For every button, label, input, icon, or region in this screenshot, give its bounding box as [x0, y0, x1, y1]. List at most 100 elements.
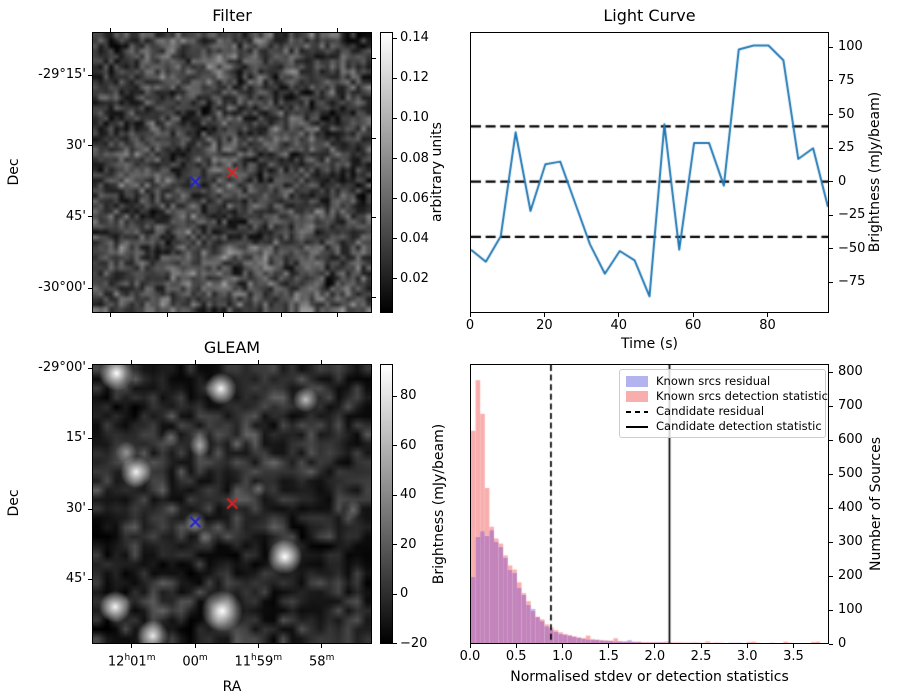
- pink-patch-icon: [626, 391, 648, 402]
- axis-tick: [829, 46, 833, 48]
- gleam-xlabel: RA: [222, 679, 242, 695]
- axis-tick: [654, 644, 656, 648]
- axis-tick: [829, 114, 833, 115]
- colorbar-tick-label: −20: [400, 635, 428, 651]
- colorbar-tick-label: 0: [400, 586, 409, 602]
- dec-tick-label: -29°15': [38, 67, 86, 82]
- ra-tick-label: 12h01m: [107, 653, 156, 670]
- colorbar-tick-label: 0.14: [400, 30, 429, 45]
- tick-label: 600: [838, 432, 863, 448]
- tick-label: −25: [838, 207, 866, 223]
- gleam-colorbar-label: Brightness (mJy/beam): [431, 423, 447, 585]
- legend-label: Known srcs residual: [656, 374, 771, 388]
- tick-label: 3.5: [783, 649, 804, 664]
- colorbar-tick-label: 40: [400, 487, 417, 503]
- axis-tick: [829, 80, 833, 82]
- axis-tick: [88, 578, 92, 580]
- axis-tick: [618, 313, 620, 317]
- axis-tick: [515, 644, 517, 648]
- gleam-title: GLEAM: [203, 338, 261, 357]
- gleam-colorbar: [380, 364, 393, 644]
- axis-tick: [393, 158, 397, 159]
- axis-tick: [372, 296, 376, 298]
- tick-label: 2.0: [644, 649, 666, 664]
- axis-tick: [257, 644, 259, 648]
- axis-tick: [88, 145, 92, 146]
- axis-tick: [88, 367, 92, 369]
- axis-tick: [829, 609, 833, 611]
- filter-image-canvas: [93, 33, 371, 312]
- tick-label: −50: [838, 240, 866, 256]
- tick-label: 100: [838, 39, 863, 55]
- dec-tick-label: -30°00': [38, 280, 86, 295]
- axis-tick: [88, 437, 92, 439]
- axis-tick: [88, 508, 92, 510]
- dec-tick-label: 30': [65, 137, 86, 153]
- legend-label: Candidate detection statistic: [656, 419, 822, 433]
- tick-label: 1.5: [598, 649, 619, 664]
- tick-label: 0.0: [459, 649, 481, 664]
- axis-tick: [829, 507, 833, 509]
- tick-label: 0: [838, 173, 847, 189]
- axis-tick: [829, 439, 833, 441]
- ra-tick-label: 11h59m: [234, 653, 283, 670]
- tick-label: 500: [838, 466, 863, 482]
- colorbar-tick-label: 0.08: [400, 150, 429, 166]
- filter-plot: [92, 32, 372, 313]
- dec-tick-label: -29°00': [38, 360, 86, 375]
- tick-label: 2.5: [690, 649, 712, 664]
- light-curve-plot: [470, 32, 829, 313]
- legend-label: Candidate residual: [656, 404, 765, 418]
- axis-tick: [372, 137, 376, 139]
- tick-label: 0: [465, 318, 475, 333]
- dec-tick-label: 30': [65, 501, 86, 516]
- colorbar-tick-label: 0.06: [400, 190, 429, 206]
- axis-tick: [280, 313, 282, 317]
- filter-ylabel: Dec: [6, 158, 22, 186]
- axis-tick: [393, 593, 397, 595]
- axis-tick: [109, 28, 111, 32]
- axis-tick: [393, 445, 397, 447]
- axis-tick: [321, 644, 323, 648]
- axis-tick: [109, 313, 111, 317]
- axis-tick: [88, 74, 92, 76]
- axis-tick: [700, 644, 702, 648]
- axis-tick: [166, 313, 168, 317]
- gleam-image-canvas: [93, 365, 371, 643]
- axis-tick: [393, 544, 397, 546]
- axis-tick: [336, 313, 338, 317]
- legend-label: Known srcs detection statistic: [656, 389, 828, 403]
- histogram-xlabel: Normalised stdev or detection statistics: [510, 669, 789, 685]
- axis-tick: [257, 360, 259, 364]
- colorbar-tick-label: 0.10: [400, 110, 429, 126]
- ra-tick-label: 00m: [182, 653, 208, 670]
- axis-tick: [829, 643, 833, 645]
- tick-label: 50: [838, 106, 855, 122]
- colorbar-tick-label: 0.02: [400, 270, 429, 286]
- axis-tick: [692, 313, 694, 317]
- axis-tick: [222, 28, 224, 32]
- axis-tick: [194, 360, 196, 364]
- axis-tick: [393, 278, 397, 280]
- tick-label: 3.0: [736, 649, 758, 664]
- axis-tick: [131, 644, 133, 648]
- dec-tick-label: 45': [65, 208, 86, 224]
- colorbar-tick-label: 60: [400, 437, 417, 453]
- dec-tick-label: 15': [65, 430, 86, 446]
- axis-tick: [393, 238, 397, 240]
- tick-label: 100: [838, 602, 863, 618]
- tick-label: 60: [684, 318, 702, 333]
- tick-label: 0: [838, 636, 847, 651]
- colorbar-tick-label: 20: [400, 536, 417, 552]
- tick-label: 40: [610, 318, 628, 333]
- axis-tick: [88, 216, 92, 217]
- axis-tick: [829, 405, 833, 407]
- colorbar-tick-label: 0.04: [400, 230, 429, 246]
- axis-tick: [166, 28, 168, 32]
- legend-row: Candidate residual: [626, 404, 819, 419]
- axis-tick: [829, 473, 833, 475]
- legend-row: Candidate detection statistic: [626, 419, 822, 434]
- tick-label: 800: [838, 364, 863, 380]
- light-curve-ylabel: Brightness (mJy/beam): [867, 91, 883, 253]
